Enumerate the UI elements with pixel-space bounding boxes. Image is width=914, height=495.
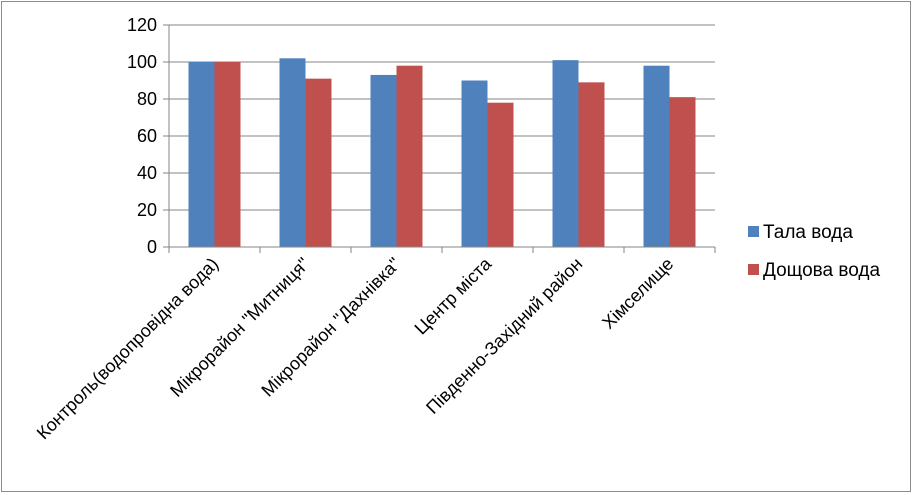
legend-swatch [748, 264, 759, 275]
legend-label: Дощова вода [763, 260, 880, 281]
bar [214, 62, 241, 247]
y-axis: 0 20 40 60 80 100 120 [127, 15, 170, 257]
bar [487, 102, 514, 247]
y-tick-label: 40 [137, 163, 157, 183]
y-tick-label: 80 [137, 89, 157, 109]
x-tick-label: Хімселище [598, 254, 677, 333]
bar [578, 82, 605, 247]
legend-swatch [748, 226, 759, 237]
x-axis: Контроль(водопровідна вода)Мікрорайон "М… [33, 246, 716, 443]
bar [370, 74, 397, 247]
y-tick-label: 20 [137, 200, 157, 220]
y-tick-label: 60 [137, 126, 157, 146]
gridlines [169, 24, 715, 211]
y-tick-label: 0 [147, 237, 157, 257]
bar [279, 58, 306, 247]
bars [188, 58, 696, 248]
bar [396, 65, 423, 247]
bar [188, 62, 215, 247]
x-tick-label: Південно-Західний район [422, 254, 586, 418]
bar [461, 80, 488, 247]
bar [669, 97, 696, 248]
x-tick-label: Контроль(водопровідна вода) [33, 254, 222, 443]
legend-label: Тала вода [763, 222, 853, 243]
bar [643, 65, 670, 247]
y-tick-label: 100 [127, 52, 157, 72]
bar [552, 60, 579, 248]
x-tick-label: Центр міста [411, 253, 497, 339]
y-tick-label: 120 [127, 15, 157, 35]
legend: Тала вода Дощова вода [748, 222, 880, 281]
bar [305, 78, 332, 248]
